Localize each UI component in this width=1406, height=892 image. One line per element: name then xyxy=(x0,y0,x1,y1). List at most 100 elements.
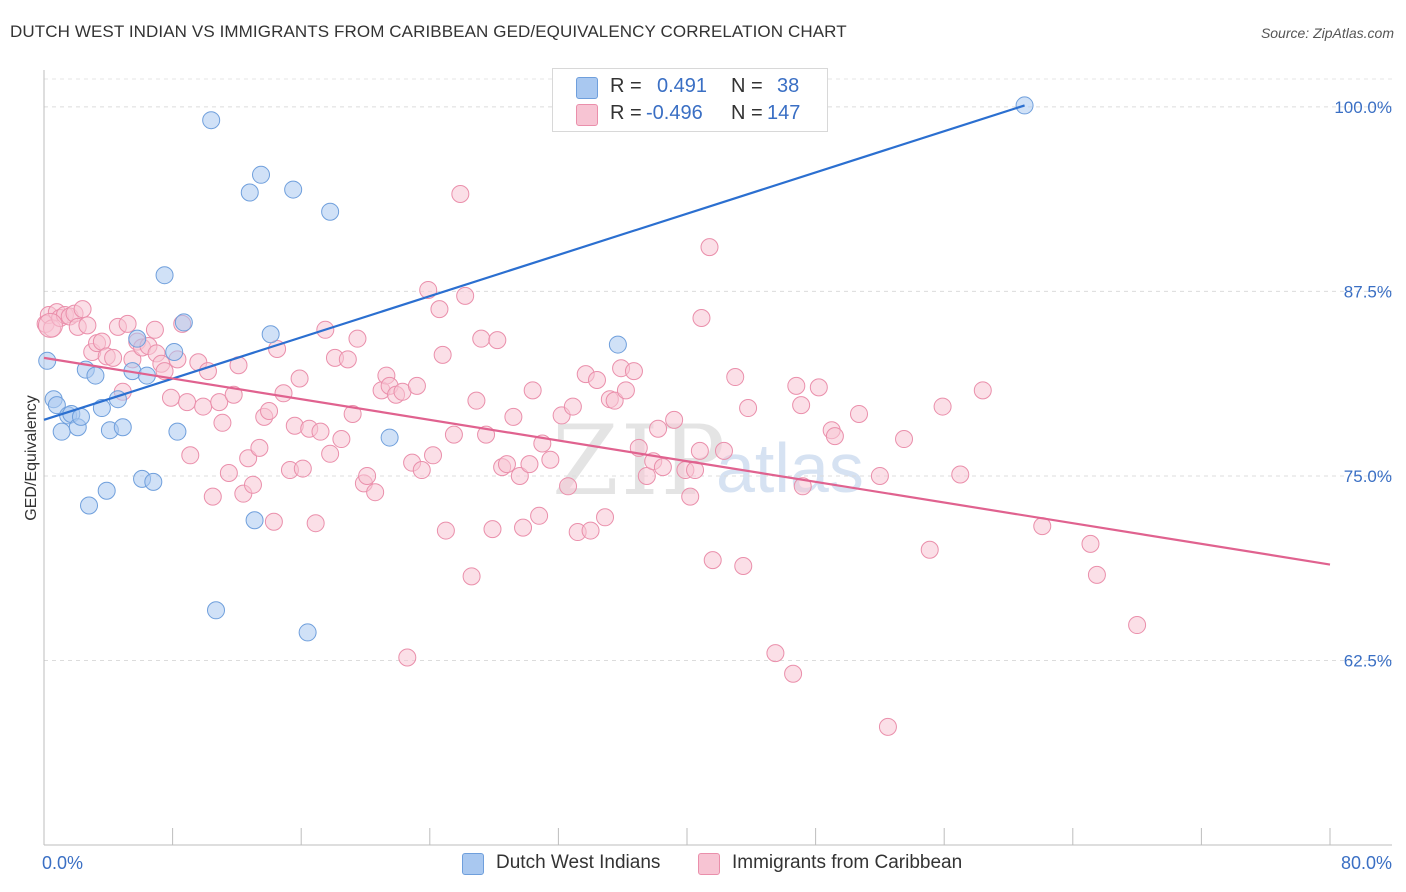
y-tick-label: 87.5% xyxy=(1344,282,1392,301)
data-point xyxy=(252,165,271,184)
legend-n-value-dutch: 38 xyxy=(777,75,800,97)
data-point xyxy=(504,407,523,426)
data-point xyxy=(692,309,711,327)
data-point xyxy=(596,508,615,527)
data-point xyxy=(243,475,262,494)
data-points xyxy=(36,96,1147,736)
data-point xyxy=(86,366,105,385)
data-point xyxy=(850,404,869,423)
legend-swatch-dutch xyxy=(576,77,598,99)
data-point xyxy=(264,512,283,531)
data-point xyxy=(456,286,475,305)
y-axis-label: GED/Equivalency xyxy=(23,395,40,521)
data-point xyxy=(38,351,57,370)
data-point xyxy=(559,477,578,496)
data-point xyxy=(653,458,672,477)
data-point xyxy=(104,348,123,367)
data-point xyxy=(605,391,624,410)
y-tick-label: 75.0% xyxy=(1344,467,1392,486)
data-point xyxy=(878,717,897,736)
data-point xyxy=(306,514,325,533)
data-point xyxy=(787,376,806,395)
data-point xyxy=(436,521,455,540)
data-point xyxy=(1081,534,1100,553)
data-point xyxy=(284,180,303,199)
data-point xyxy=(178,393,197,412)
data-point xyxy=(181,446,200,465)
data-point xyxy=(128,329,147,348)
data-point xyxy=(358,466,377,485)
data-point xyxy=(920,540,939,559)
data-point xyxy=(298,623,317,642)
data-point xyxy=(510,466,529,485)
legend-label: Immigrants from Caribbean xyxy=(732,852,963,873)
data-point xyxy=(451,185,470,203)
data-point xyxy=(700,238,719,257)
legend-n-label-caribbean: N = xyxy=(731,102,763,124)
data-point xyxy=(563,397,582,416)
legend-swatch-caribbean xyxy=(576,104,598,126)
data-point xyxy=(407,376,426,395)
y-tick-label: 62.5% xyxy=(1344,651,1392,670)
trend-line xyxy=(43,104,1025,421)
axes xyxy=(43,70,1392,846)
x-tick-label: 80.0% xyxy=(1341,853,1392,873)
data-point xyxy=(870,466,889,485)
data-point xyxy=(207,601,226,620)
data-point xyxy=(348,329,367,348)
y-tick-label: 100.0% xyxy=(1334,98,1392,117)
legend-r-label-caribbean: R = xyxy=(610,102,642,124)
data-point xyxy=(467,391,486,410)
trend-lines xyxy=(43,104,1331,566)
data-point xyxy=(1128,616,1147,635)
data-point xyxy=(332,430,351,449)
data-point xyxy=(161,388,180,407)
data-point xyxy=(541,450,560,469)
legend-r-value-caribbean: -0.496 xyxy=(646,102,703,124)
data-point xyxy=(616,381,635,400)
data-point xyxy=(430,300,449,319)
data-point xyxy=(497,455,516,474)
legend-r-label-dutch: R = xyxy=(610,75,642,97)
data-point xyxy=(293,459,312,478)
legend-n-label-dutch: N = xyxy=(731,75,763,97)
data-point xyxy=(1087,565,1106,584)
data-point xyxy=(766,644,785,663)
data-point xyxy=(784,664,803,683)
data-point xyxy=(608,335,627,354)
data-point xyxy=(483,520,502,539)
data-point xyxy=(472,329,491,348)
data-point xyxy=(261,325,280,344)
data-point xyxy=(245,511,264,530)
data-point xyxy=(792,396,811,415)
legend-n-value-caribbean: 147 xyxy=(767,102,801,124)
data-point xyxy=(581,521,600,540)
data-point xyxy=(809,378,828,397)
tick-labels: 62.5% 75.0% 87.5% 100.0% 0.0% 80.0% xyxy=(42,98,1392,873)
data-point xyxy=(703,551,722,570)
data-point xyxy=(681,487,700,506)
data-point xyxy=(488,331,507,350)
data-point xyxy=(311,422,330,441)
data-point xyxy=(194,397,213,416)
data-point xyxy=(321,202,340,221)
data-point xyxy=(78,316,97,335)
data-point xyxy=(412,461,431,480)
data-point xyxy=(649,419,668,438)
data-point xyxy=(462,567,481,586)
data-point xyxy=(739,399,758,418)
data-point xyxy=(398,648,417,667)
data-point xyxy=(260,402,279,420)
data-point xyxy=(973,381,992,400)
data-point xyxy=(951,465,970,484)
data-point xyxy=(825,427,844,446)
data-point xyxy=(145,320,164,339)
data-point xyxy=(285,416,304,435)
data-point xyxy=(726,368,745,387)
legend-swatch xyxy=(698,853,720,875)
data-point xyxy=(47,396,66,415)
data-point xyxy=(424,446,443,465)
data-point xyxy=(587,371,606,389)
correlation-legend: R = 0.491 N = 38 R = -0.496 N = 147 xyxy=(552,68,828,132)
